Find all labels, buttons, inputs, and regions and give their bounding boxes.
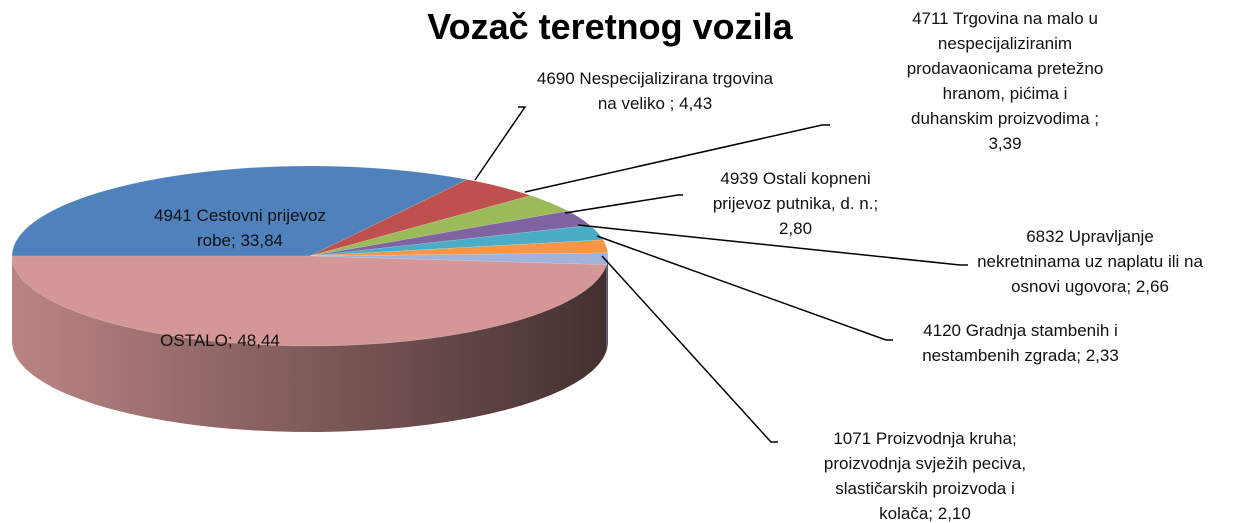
label-category: 1071 Proizvodnja kruha; proizvodnja svje… <box>823 429 1027 523</box>
data-label: OSTALO; 48,44 <box>120 328 320 353</box>
leader-line <box>474 106 527 181</box>
label-value: 4,43 <box>679 94 713 113</box>
label-value: 33,84 <box>240 231 284 250</box>
slice <box>309 195 569 257</box>
data-label: 4941 Cestovni prijevoz robe; 33,84 <box>140 203 340 253</box>
leader-line <box>524 124 830 193</box>
leader-line <box>601 255 778 443</box>
label-value: 2,66 <box>1135 277 1169 296</box>
slice <box>309 239 609 257</box>
leader-line <box>577 224 968 266</box>
label-category: 6832 Upravljanje nekretninama uz naplatu… <box>977 227 1203 296</box>
label-value: 48,44 <box>237 331 280 350</box>
label-category: 4690 Nespecijalizirana trgovina na velik… <box>536 69 774 113</box>
slice <box>11 165 468 257</box>
label-category: OSTALO; <box>160 331 233 350</box>
slice <box>309 210 591 257</box>
label-value: 2,10 <box>937 504 971 523</box>
slice <box>309 252 609 266</box>
label-category: 4711 Trgovina na malo u nespecijaliziran… <box>906 9 1104 128</box>
label-category: 4120 Gradnja stambenih i nestambenih zgr… <box>922 321 1118 365</box>
data-label: 4939 Ostali kopneni prijevoz putnika, d.… <box>708 166 883 241</box>
chart-title: Vozač teretnog vozila <box>427 6 793 47</box>
slice-side-shade <box>606 256 608 351</box>
label-category: 4939 Ostali kopneni prijevoz putnika, d.… <box>712 169 879 213</box>
leader-line <box>564 194 683 214</box>
slice-side-shade <box>12 256 607 432</box>
data-label: 4120 Gradnja stambenih i nestambenih zgr… <box>918 318 1123 368</box>
data-label: 4690 Nespecijalizirana trgovina na velik… <box>535 66 775 116</box>
slice <box>309 225 604 257</box>
label-category: 4941 Cestovni prijevoz robe; <box>154 206 326 250</box>
slice <box>309 179 532 257</box>
label-value: 2,80 <box>778 219 813 238</box>
label-value: 2,33 <box>1085 346 1119 365</box>
data-label: 6832 Upravljanje nekretninama uz naplatu… <box>975 224 1205 299</box>
leader-line <box>596 235 893 341</box>
data-label: 4711 Trgovina na malo u nespecijaliziran… <box>905 6 1105 156</box>
label-value: 3,39 <box>988 134 1022 153</box>
slice <box>11 255 607 347</box>
data-label: 1071 Proizvodnja kruha; proizvodnja svje… <box>815 426 1035 523</box>
